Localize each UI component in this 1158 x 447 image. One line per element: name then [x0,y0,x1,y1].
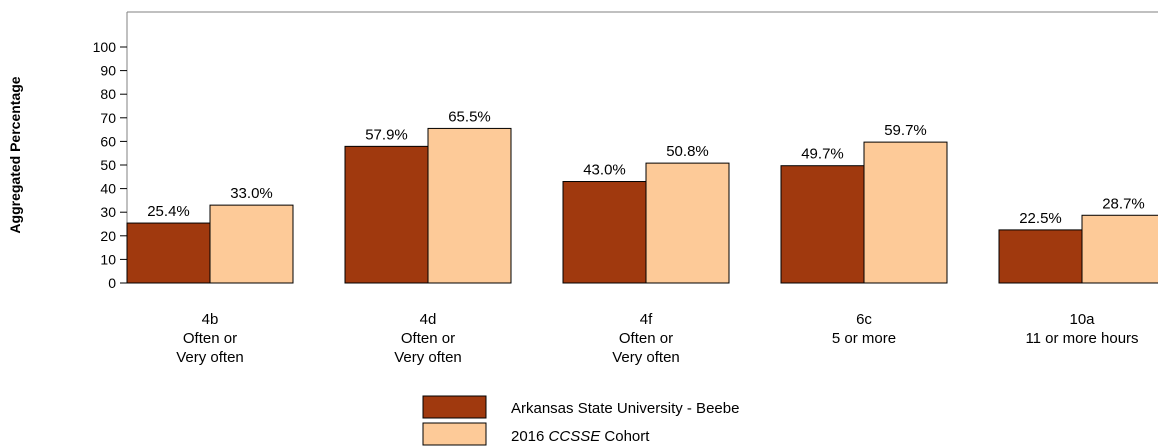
category-desc-4d: Often or [401,330,455,347]
x-axis-categories: 4b Often or Very often 4d Often or Very often… [176,311,1138,366]
legend-label-asu-beebe: Arkansas State University - Beebe [511,400,739,417]
category-code-4f: 4f [640,311,653,328]
y-tick-label: 20 [100,228,116,244]
data-label-4b-series-0: 25.4% [147,203,190,220]
category-desc-10a: 11 or more hours [1025,330,1138,347]
y-tick-label: 40 [100,181,116,197]
data-label-4f-series-1: 50.8% [666,143,709,160]
bar-10a-series-1 [1081,214,1158,284]
y-tick-label: 80 [100,86,116,102]
bar-4b-series-0 [126,222,211,284]
y-tick-label: 10 [100,251,116,267]
y-tick-label: 100 [93,39,117,55]
legend-cohort: Cohort [600,428,650,445]
bar-4b-series-1 [209,204,294,284]
data-label-4b-series-1: 33.0% [230,185,273,202]
data-label-10a-series-1: 28.7% [1102,195,1145,212]
category-desc-4f: Very often [612,349,680,366]
category-code-4d: 4d [420,311,437,328]
legend-year: 2016 [511,428,549,445]
category-code-10a: 10a [1069,311,1095,328]
legend-swatch-asu-beebe [422,395,487,419]
category-desc-4b: Very often [176,349,244,366]
category-desc-4f: Often or [619,330,673,347]
legend-label-ccsse-cohort: 2016 CCSSE Cohort [511,428,650,445]
category-desc-6c: 5 or more [832,330,896,347]
bar-4d-series-1 [427,127,512,284]
data-label-10a-series-0: 22.5% [1019,210,1062,227]
category-desc-4b: Often or [183,330,237,347]
data-label-6c-series-0: 49.7% [801,146,844,163]
bar-10a-series-0 [998,229,1083,284]
y-tick-label: 30 [100,204,116,220]
category-code-4b: 4b [202,311,219,328]
y-tick-label: 50 [100,157,116,173]
y-tick-label: 60 [100,133,116,149]
y-tick-label: 90 [100,63,116,79]
legend-swatch-ccsse-cohort [422,422,487,446]
bar-4d-series-0 [344,145,429,284]
bar-4f-series-1 [645,162,730,284]
bar-6c-series-1 [863,141,948,284]
bars: 25.4% 33.0% 57.9% 65.5% 43.0% 50.8% 49.7% 59.7%… [126,108,1158,284]
y-axis-label: Aggregated Percentage [7,76,23,233]
legend-ccsse: CCSSE [549,428,602,445]
data-label-6c-series-1: 59.7% [884,122,927,139]
category-code-6c: 6c [856,311,872,328]
data-label-4d-series-1: 65.5% [448,108,491,125]
legend: Arkansas State University - Beebe 2016 C… [422,395,739,446]
y-tick-label: 0 [108,275,116,291]
bar-4f-series-0 [562,181,647,284]
y-tick-label: 70 [100,110,116,126]
data-label-4d-series-0: 57.9% [365,126,408,143]
category-desc-4d: Very often [394,349,462,366]
y-axis: 0 10 20 30 40 50 60 70 80 90 100 [93,39,127,291]
bar-6c-series-0 [780,165,865,284]
data-label-4f-series-0: 43.0% [583,162,626,179]
